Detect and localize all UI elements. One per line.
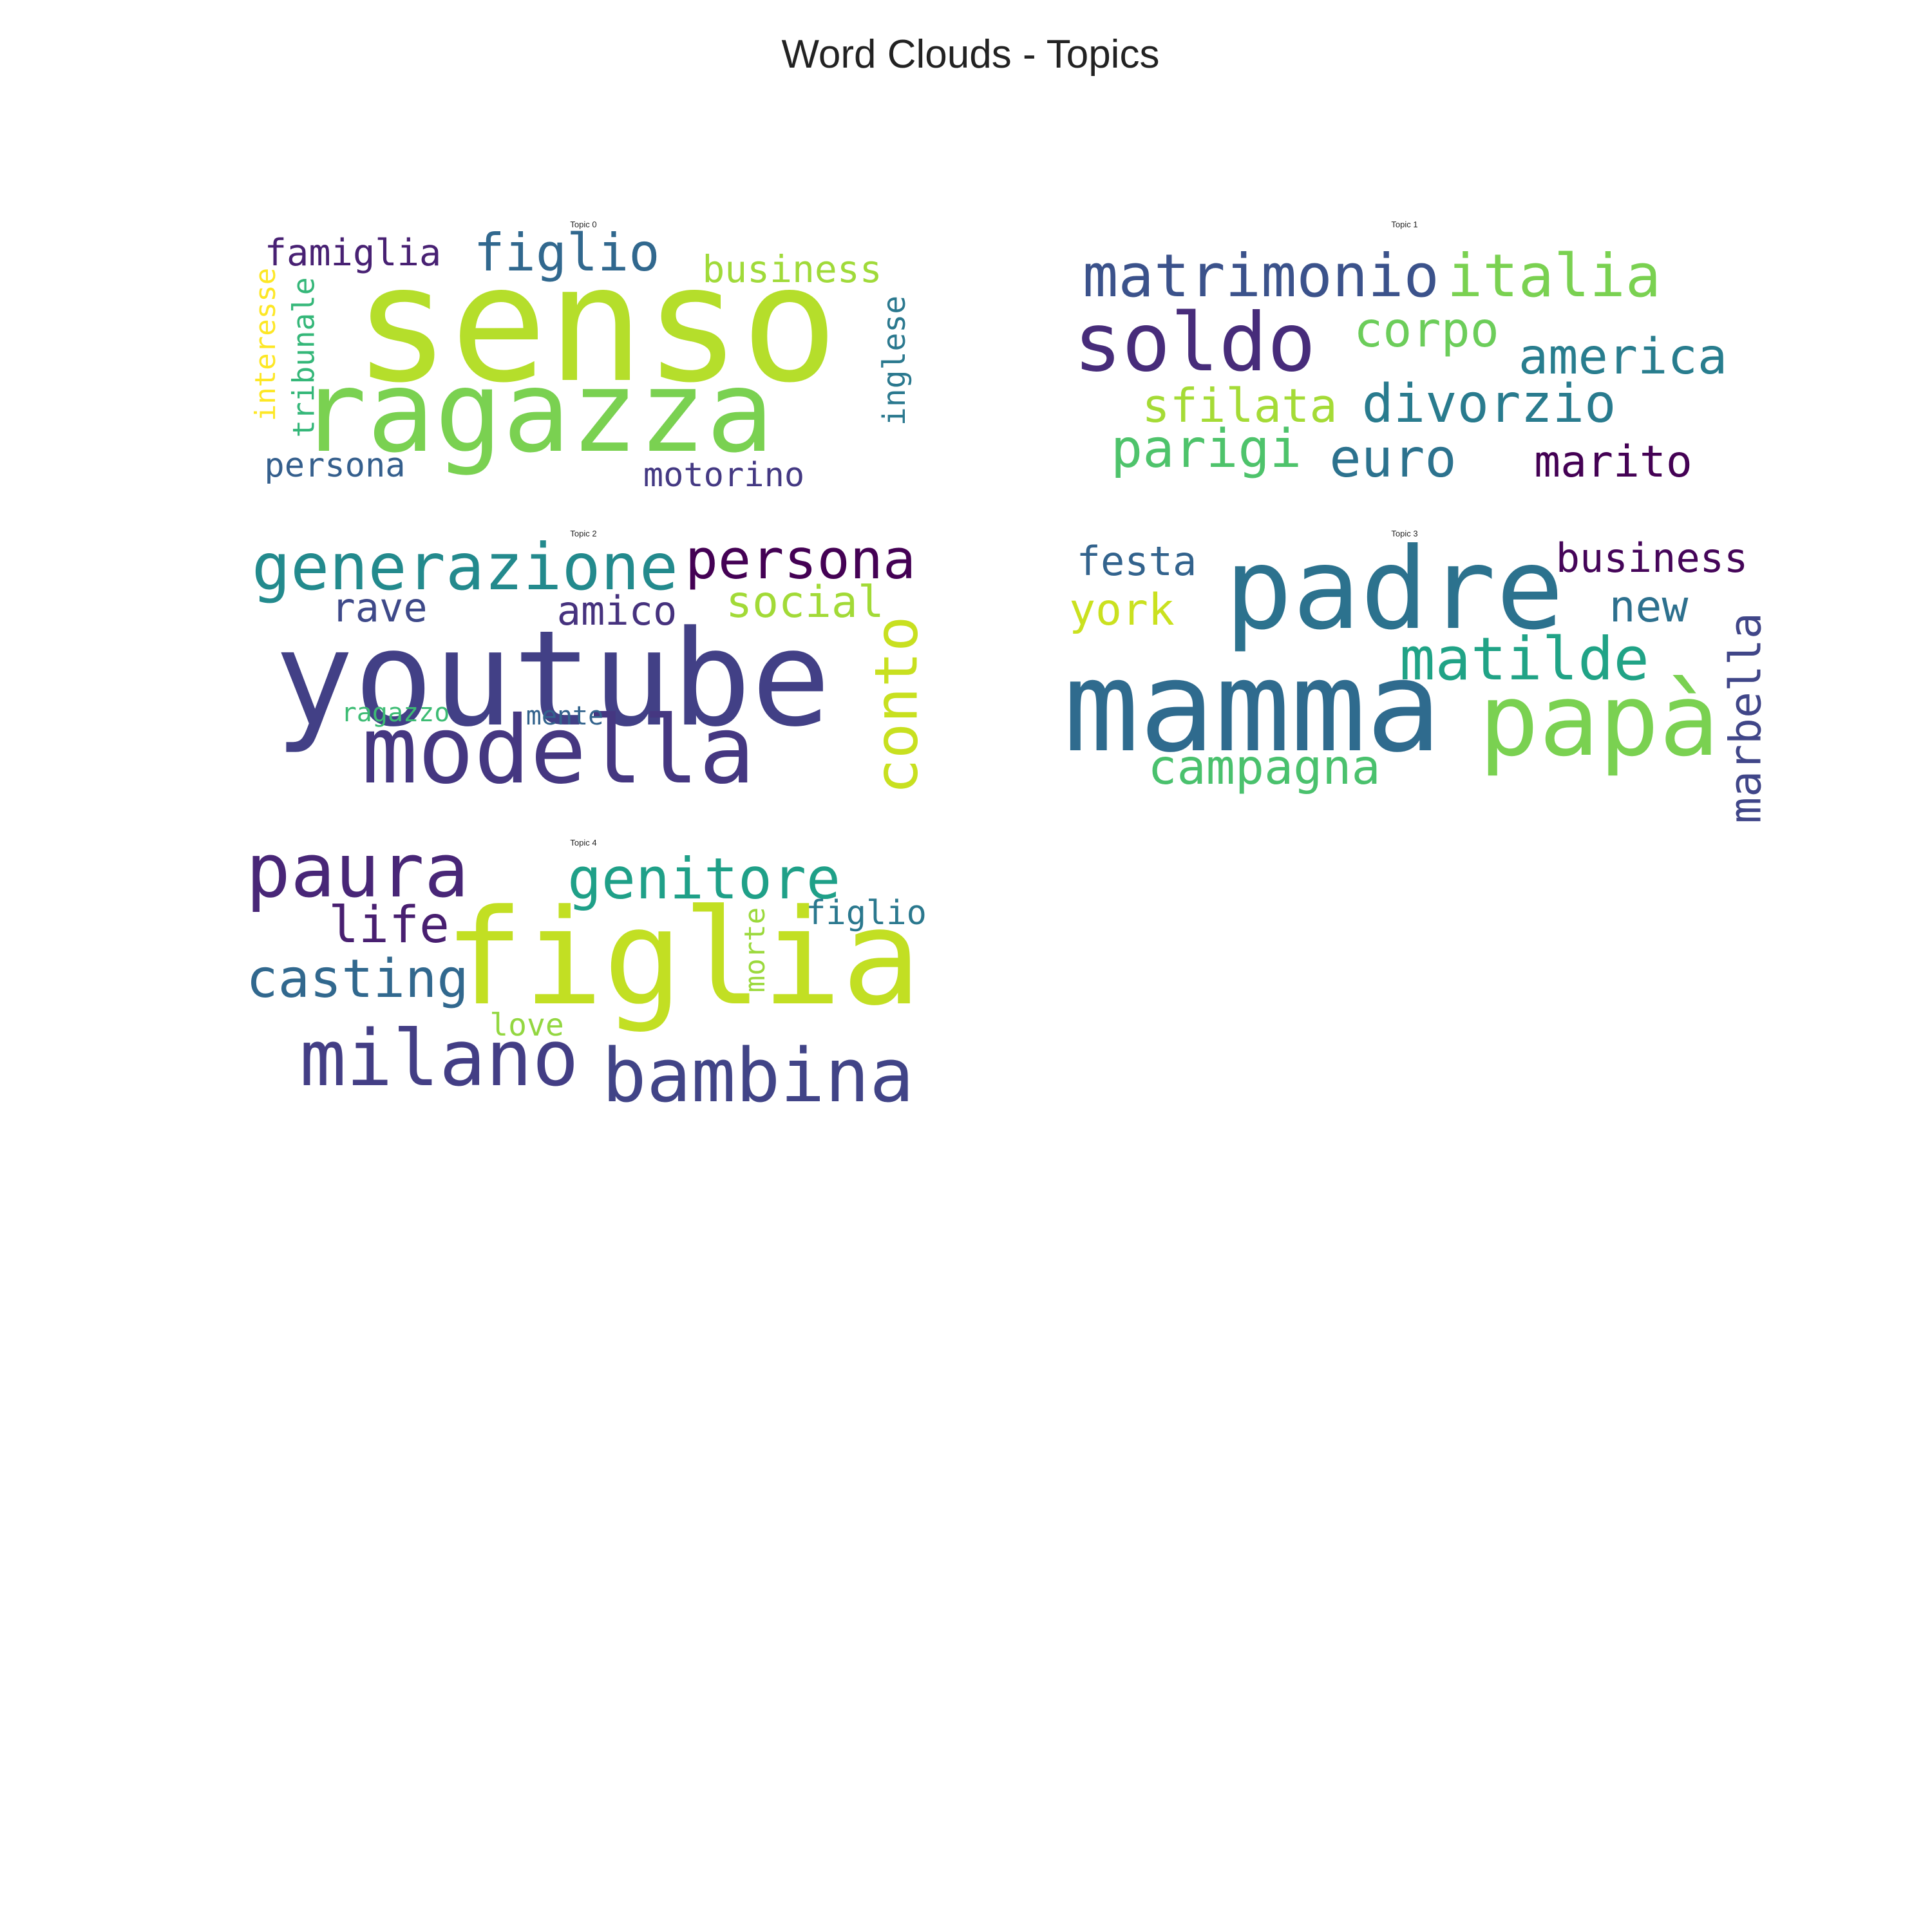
topic-1-word: corpo bbox=[1354, 301, 1499, 358]
topic-2-word: generazione bbox=[252, 529, 678, 605]
topic-4-word: paura bbox=[246, 828, 469, 914]
topic-4-word: bambina bbox=[602, 1033, 914, 1119]
topic-2-word: mente bbox=[526, 701, 603, 731]
topic-3-word: papà bbox=[1479, 662, 1719, 779]
topic-3-word: festa bbox=[1077, 538, 1197, 585]
topic-2-word: conto bbox=[862, 616, 931, 795]
topic-0-word: figlio bbox=[474, 223, 660, 283]
topic-4-word: milano bbox=[299, 1014, 578, 1104]
topic-3-word: york bbox=[1069, 585, 1175, 636]
topic-0-word: persona bbox=[264, 446, 405, 485]
topic-0-word: senso bbox=[354, 231, 838, 418]
figure-title: Word Clouds - Topics bbox=[782, 32, 1160, 77]
topic-1-word: parigi bbox=[1111, 419, 1302, 480]
topic-3-word: business bbox=[1556, 535, 1748, 582]
topic-4-word: figlia bbox=[444, 882, 922, 1035]
topic-2-word: youtube bbox=[274, 603, 831, 756]
topic-2-title: Topic 2 bbox=[570, 529, 596, 538]
topic-2-word: ragazzo bbox=[341, 698, 450, 728]
topic-1-word: divorzio bbox=[1362, 374, 1616, 435]
topic-3-title: Topic 3 bbox=[1391, 529, 1417, 538]
topic-1-word: euro bbox=[1329, 428, 1456, 489]
topic-2-word: amico bbox=[557, 587, 677, 634]
topic-0-word: famiglia bbox=[265, 232, 442, 274]
topic-4-wordcloud: Topic 4 paura genitore life figliofigliacast… bbox=[246, 828, 927, 1119]
topic-1-word: italia bbox=[1447, 242, 1661, 310]
topic-4-word: casting bbox=[246, 949, 469, 1010]
topic-4-word: genitore bbox=[567, 846, 840, 912]
topic-3-word: matilde bbox=[1399, 625, 1649, 694]
topic-4-word: love bbox=[489, 1007, 564, 1043]
topic-0-title: Topic 0 bbox=[570, 220, 596, 229]
topic-1-word: marito bbox=[1534, 437, 1692, 488]
topic-2-word: persona bbox=[685, 528, 916, 592]
topic-1-word: sfilata bbox=[1142, 379, 1337, 433]
topic-2-word: modella bbox=[361, 696, 755, 805]
topic-1-wordcloud: Topic 1 matrimonio italia soldo corpo america… bbox=[1074, 220, 1727, 489]
topic-2-word: social bbox=[726, 577, 884, 628]
topic-0-word: ragazza bbox=[299, 347, 774, 478]
topic-0-word: business bbox=[702, 247, 882, 291]
topic-0-word: inglese bbox=[876, 296, 913, 426]
topic-4-word: life bbox=[328, 896, 450, 954]
topic-0-word: motorino bbox=[643, 456, 804, 495]
topic-2-word: rave bbox=[331, 584, 427, 631]
topic-1-title: Topic 1 bbox=[1391, 220, 1417, 229]
topic-1-word: matrimonio bbox=[1083, 242, 1439, 310]
topic-3-word: mamma bbox=[1064, 634, 1442, 780]
topic-3-word: padre bbox=[1225, 524, 1564, 655]
topic-1-word: soldo bbox=[1074, 296, 1316, 390]
topic-1-word: america bbox=[1519, 328, 1728, 386]
topic-0-word: tribunale bbox=[287, 277, 321, 437]
topic-4-word: figlio bbox=[806, 894, 927, 933]
topic-3-word: campagna bbox=[1148, 739, 1380, 795]
topic-4-title: Topic 4 bbox=[570, 838, 596, 848]
topic-3-word: new bbox=[1609, 582, 1689, 632]
topic-4-word: morte bbox=[739, 907, 772, 992]
topic-0-word: interesse bbox=[249, 268, 282, 421]
topic-3-word: marbella bbox=[1721, 612, 1772, 824]
